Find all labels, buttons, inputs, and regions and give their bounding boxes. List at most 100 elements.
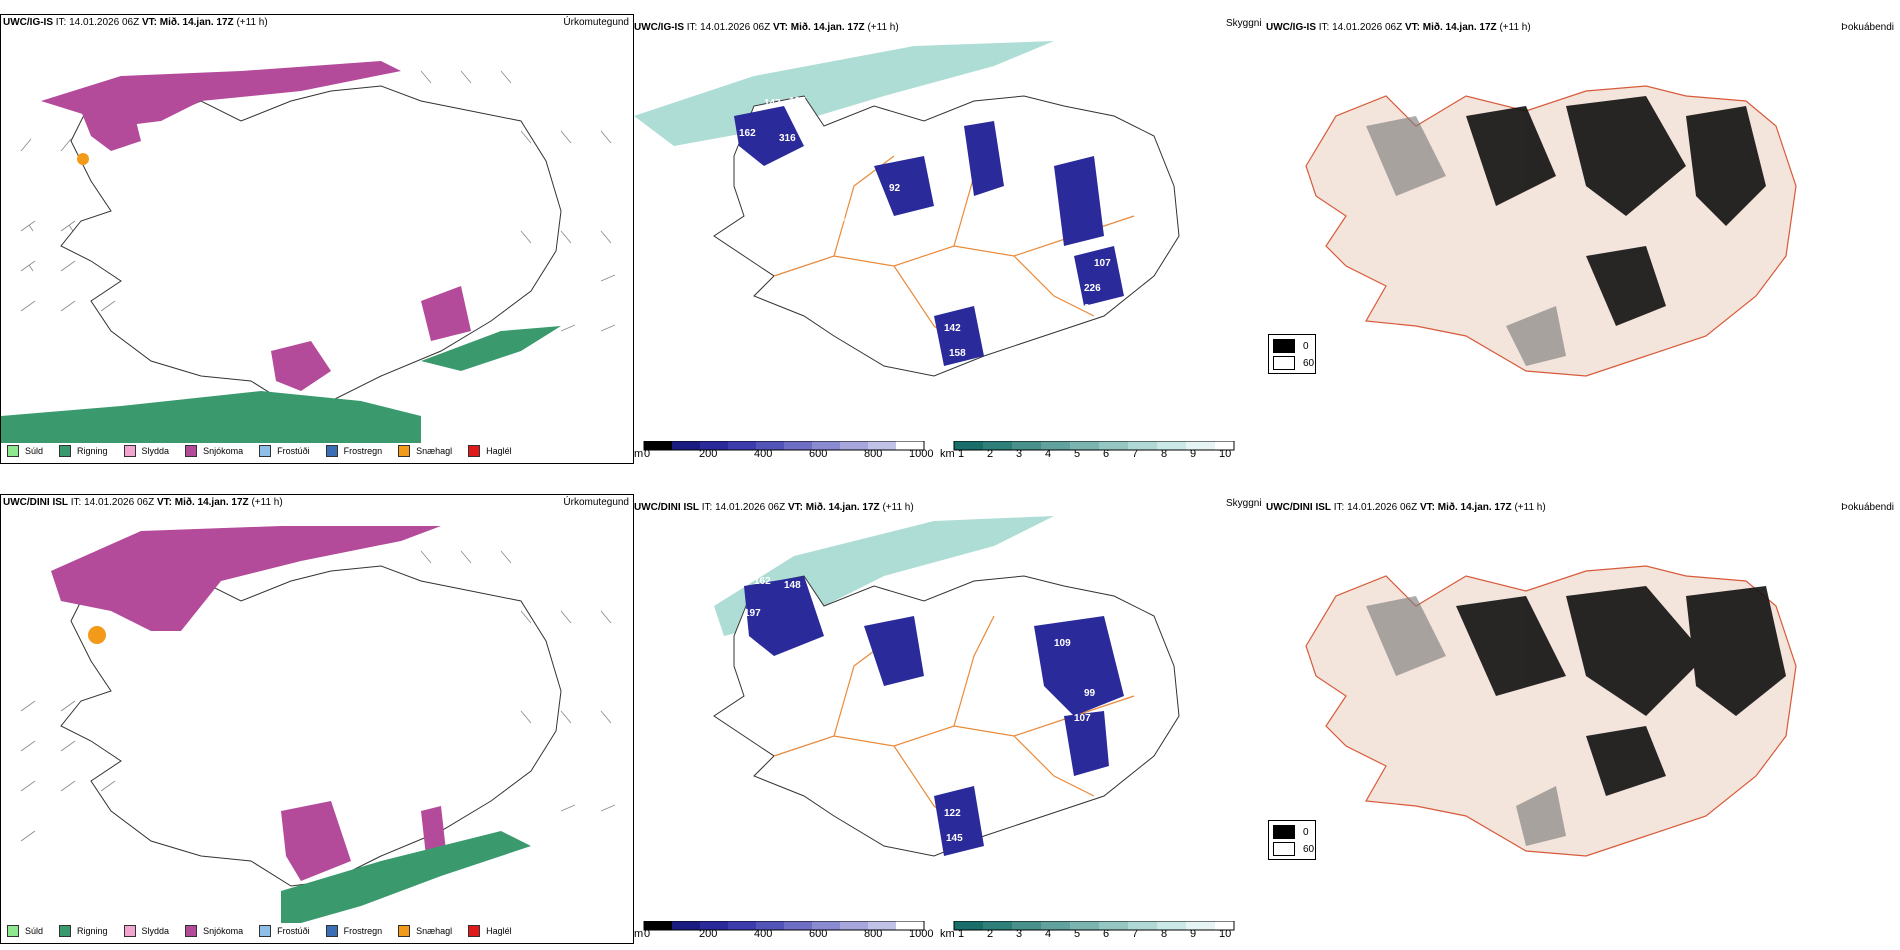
vis-label: 145 xyxy=(946,833,963,844)
lead-time: (+11 h) xyxy=(1499,22,1531,33)
vis-tick: 2 xyxy=(987,448,994,460)
vis-tick: 7 xyxy=(1132,448,1139,460)
fog-swatch-white xyxy=(1273,842,1295,856)
it-value: 14.01.2026 06Z xyxy=(84,497,155,508)
rain-area xyxy=(281,831,531,923)
panel-header: UWC/DINI ISL IT: 14.01.2026 06Z VT: Mið.… xyxy=(1266,502,1546,513)
rain-area-2 xyxy=(421,326,561,371)
legend-label: Frostúði xyxy=(277,446,310,456)
legend-item: Snjókoma xyxy=(185,925,243,937)
visibility-colorbar-ticks: km 1 2 3 4 5 6 7 8 9 10 xyxy=(940,928,1240,940)
vis-tick: 6 xyxy=(1103,928,1110,940)
swatch xyxy=(59,925,72,937)
vt-label: VT: xyxy=(787,502,803,513)
snow-area-3 xyxy=(271,341,331,391)
vis-unit: km xyxy=(940,928,955,940)
vis-tick: 8 xyxy=(1161,448,1168,460)
height-tick: 600 xyxy=(809,448,828,460)
precip-title: Úrkomutegund xyxy=(563,497,629,508)
ice-pellet-spot xyxy=(88,626,106,644)
height-tick: 800 xyxy=(864,928,883,940)
vis-label: 162 xyxy=(739,128,756,139)
height-colorbar-strip xyxy=(643,920,925,931)
legend-item: Frostúði xyxy=(259,445,310,457)
swatch xyxy=(7,445,19,457)
fog-map xyxy=(1305,565,1797,857)
vt-value: Mið. 14.jan. 17Z xyxy=(1422,22,1497,33)
legend-label: Frostregn xyxy=(343,446,383,456)
vt-label: VT: xyxy=(141,17,157,28)
visibility-panel-2: UWC/DINI ISL IT: 14.01.2026 06Z VT: Mið.… xyxy=(634,494,1264,942)
vis-label: 99 xyxy=(1084,688,1096,699)
model-name: UWC/IG-IS xyxy=(1266,22,1316,33)
swatch xyxy=(398,445,411,457)
height-tick: 400 xyxy=(754,928,773,940)
fog-legend-row: 60 xyxy=(1273,842,1314,856)
swatch xyxy=(325,925,338,937)
precip-panel-1: UWC/IG-IS IT: 14.01.2026 06Z VT: Mið. 14… xyxy=(0,14,634,464)
vt-value: Mið. 14.jan. 17Z xyxy=(174,497,249,508)
vis-tick: 9 xyxy=(1190,448,1197,460)
fog-legend: 0 60 xyxy=(1268,820,1316,860)
vt-value: Mið. 14.jan. 17Z xyxy=(159,17,234,28)
vis-label: 158 xyxy=(949,348,966,359)
fog-indicator-areas xyxy=(1456,586,1786,796)
iceland-outline xyxy=(60,85,562,407)
fog-legend: 0 60 xyxy=(1268,334,1316,374)
vis-tick: 2 xyxy=(987,928,994,940)
fog-title: Þokuábendi xyxy=(1841,502,1894,513)
it-value: 14.01.2026 06Z xyxy=(700,22,771,33)
height-tick: 600 xyxy=(809,928,828,940)
height-tick: 0 xyxy=(644,928,651,940)
visibility-map: 147 137 162 316 154 92 64 142 158 107 22… xyxy=(634,41,1180,377)
height-colorbar: m 0 200 400 600 800 1000 xyxy=(634,438,934,462)
wind-barbs xyxy=(20,70,616,332)
it-label: IT: xyxy=(70,497,82,508)
height-tick: 1000 xyxy=(909,928,934,940)
vis-tick: 5 xyxy=(1074,448,1081,460)
fog-legend-value: 0 xyxy=(1303,826,1309,838)
height-colorbar-ticks: m 0 200 400 600 800 1000 xyxy=(634,448,934,460)
lead-time: (+11 h) xyxy=(882,502,914,513)
swatch xyxy=(123,925,136,937)
visibility-colorbar-ticks: km 1 2 3 4 5 6 7 8 9 10 xyxy=(940,448,1240,460)
visibility-colorbar-strip xyxy=(953,920,1235,931)
model-name: UWC/DINI ISL xyxy=(3,497,68,508)
vis-value-labels: 147 137 162 316 154 92 64 142 158 107 22… xyxy=(739,96,1111,359)
vis-label: 154 xyxy=(804,133,821,144)
legend-label: Haglél xyxy=(486,446,512,456)
legend-item: Frostregn xyxy=(325,445,383,457)
legend-item: Snjókoma xyxy=(185,445,243,457)
model-name: UWC/DINI ISL xyxy=(1266,502,1331,513)
height-tick: 400 xyxy=(754,448,773,460)
vis-label: 147 xyxy=(764,98,781,109)
low-vis-areas xyxy=(734,106,1124,366)
snow-area-4 xyxy=(421,286,471,341)
fog-indicator-light xyxy=(1366,596,1566,846)
visibility-panel-1: UWC/IG-IS IT: 14.01.2026 06Z VT: Mið. 14… xyxy=(634,14,1264,462)
it-value: 14.01.2026 06Z xyxy=(1332,22,1403,33)
fog-legend-value: 0 xyxy=(1303,340,1309,352)
swatch xyxy=(7,925,19,937)
precip-legend: Súld Rigning Slydda Snjókoma Frostúði Fr… xyxy=(7,445,512,457)
legend-label: Snjókoma xyxy=(203,446,244,456)
swatch xyxy=(59,445,72,457)
it-value: 14.01.2026 06Z xyxy=(69,17,140,28)
panel-header: UWC/DINI ISL IT: 14.01.2026 06Z VT: Mið.… xyxy=(3,497,283,508)
panel-header: UWC/IG-IS IT: 14.01.2026 06Z VT: Mið. 14… xyxy=(634,22,899,33)
height-unit: m xyxy=(634,928,644,940)
vis-tick: 10 xyxy=(1219,928,1232,940)
legend-label: Slydda xyxy=(141,926,170,936)
visibility-colorbar: km 1 2 3 4 5 6 7 8 9 10 xyxy=(940,438,1240,462)
legend-label: Frostúði xyxy=(277,926,310,936)
it-value: 14.01.2026 06Z xyxy=(715,502,786,513)
vis-label: 316 xyxy=(779,133,796,144)
height-tick: 800 xyxy=(864,448,883,460)
lead-time: (+11 h) xyxy=(1514,502,1546,513)
legend-label: Haglél xyxy=(486,926,512,936)
legend-item: Slydda xyxy=(123,445,169,457)
lead-time: (+11 h) xyxy=(251,497,283,508)
legend-label: Súld xyxy=(25,446,44,456)
vis-label: 92 xyxy=(889,183,901,194)
ice-pellet-spot xyxy=(77,153,89,165)
